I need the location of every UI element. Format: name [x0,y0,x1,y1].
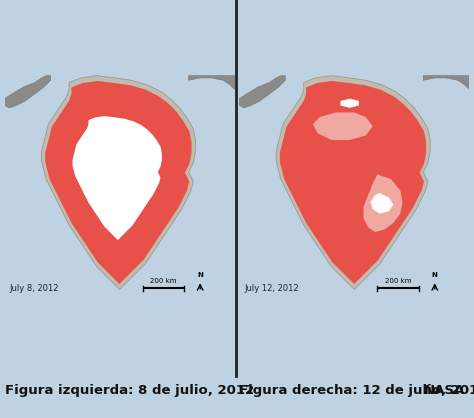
Polygon shape [370,193,393,214]
Polygon shape [313,112,373,140]
Text: NASA: NASA [423,384,465,398]
Polygon shape [42,76,196,289]
Polygon shape [45,81,191,284]
Text: Figura izquierda: 8 de julio, 2012: Figura izquierda: 8 de julio, 2012 [5,384,254,398]
Polygon shape [340,99,359,108]
Text: July 12, 2012: July 12, 2012 [244,284,299,293]
Polygon shape [239,76,285,108]
Text: N: N [432,272,438,278]
Text: N: N [197,272,203,278]
Text: Figura derecha: 12 de julio, 2012: Figura derecha: 12 de julio, 2012 [239,384,474,398]
Polygon shape [189,76,235,89]
Text: July 8, 2012: July 8, 2012 [9,284,59,293]
Polygon shape [73,116,162,240]
Text: 200 km: 200 km [150,278,177,284]
Text: 200 km: 200 km [385,278,411,284]
Polygon shape [276,76,430,289]
Polygon shape [5,76,51,108]
Polygon shape [364,175,402,232]
Polygon shape [423,76,469,89]
Polygon shape [280,81,426,284]
